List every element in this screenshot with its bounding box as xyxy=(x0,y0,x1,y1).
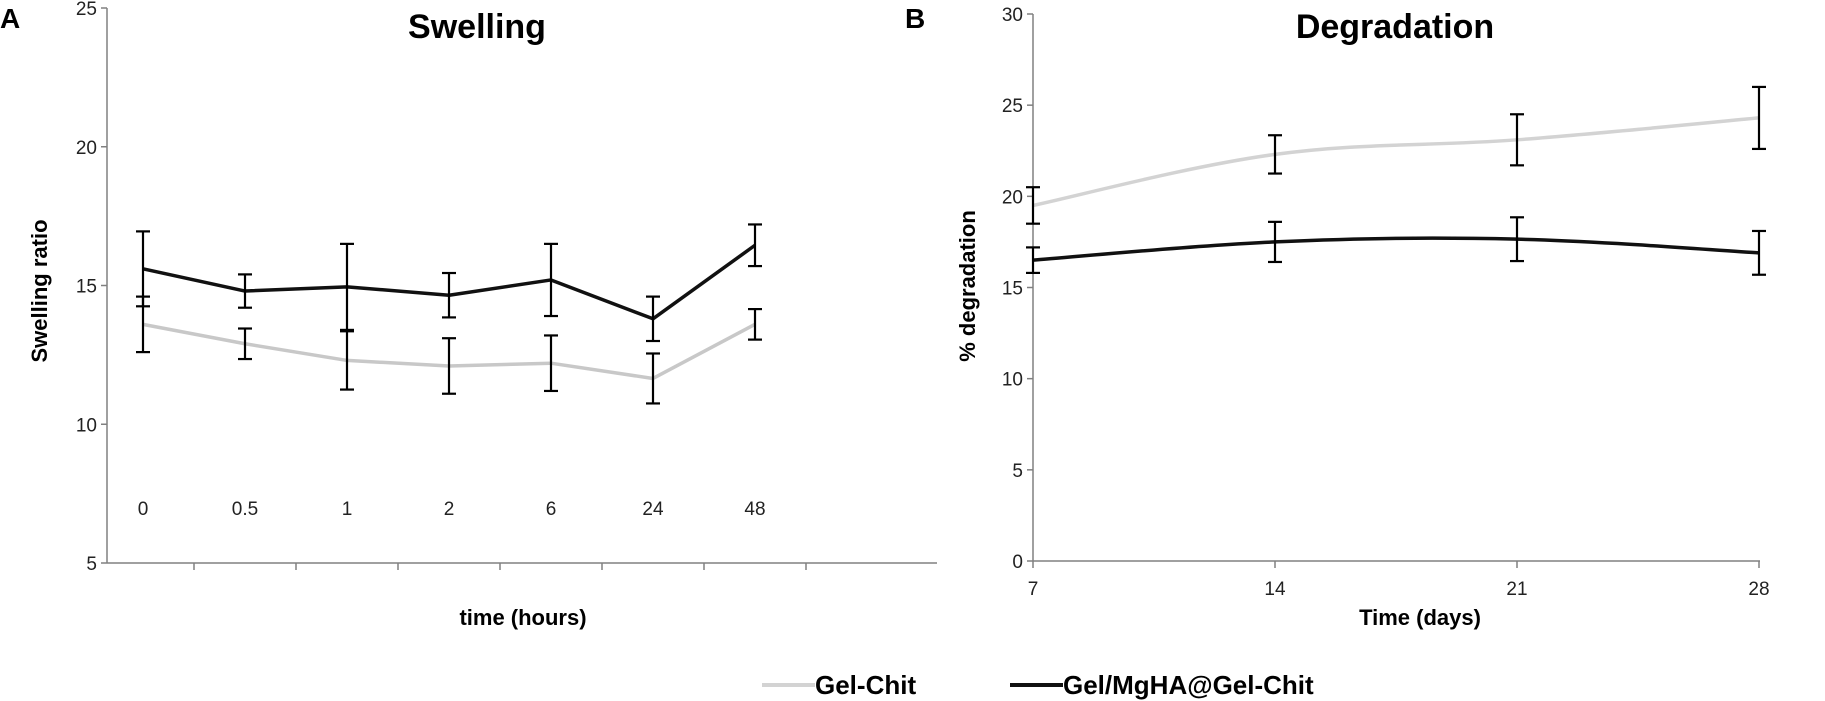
swelling-y-tick-label: 20 xyxy=(76,138,97,159)
swelling-series-gel-mgha-gel-chit xyxy=(136,223,762,343)
degradation-x-tick-label: 14 xyxy=(1264,579,1286,600)
swelling-chart-title: Swelling xyxy=(408,8,546,46)
degradation-y-tick-label: 15 xyxy=(1002,279,1023,300)
degradation-series-gel-chit-line xyxy=(1032,116,1760,208)
legend-label-gel-mgha-gel-chit: Gel/MgHA@Gel-Chit xyxy=(1063,670,1314,700)
swelling-x-axis-title: time (hours) xyxy=(459,605,586,630)
swelling-series-gel-mgha-gel-chit-error-bar xyxy=(544,242,558,318)
degradation-y-ticks: 0 5 10 15 20 25 30 xyxy=(1002,5,1033,573)
swelling-series-gel-chit-error-bar xyxy=(544,334,558,393)
degradation-series-gel-mgha-gel-chit-error-bar xyxy=(1510,216,1524,263)
panel-label-b: B xyxy=(905,3,925,34)
degradation-x-tick-label: 7 xyxy=(1028,579,1039,600)
degradation-x-axis-title: Time (days) xyxy=(1359,605,1481,630)
degradation-series-gel-chit-error-bar xyxy=(1752,85,1766,151)
degradation-series-gel-chit-error-bar xyxy=(1026,186,1040,225)
degradation-y-axis-title: % degradation xyxy=(955,210,980,362)
swelling-y-axis-title: Swelling ratio xyxy=(27,219,52,362)
degradation-y-tick-label: 25 xyxy=(1002,96,1023,117)
degradation-series-gel-mgha-gel-chit-line xyxy=(1032,236,1760,262)
swelling-y-ticks: 5 10 15 20 25 xyxy=(76,0,107,575)
swelling-x-tick-label: 0.5 xyxy=(232,499,258,520)
panel-label-a: A xyxy=(0,3,20,34)
swelling-series-gel-chit-error-bar xyxy=(442,337,456,395)
legend-label-gel-chit: Gel-Chit xyxy=(815,670,916,700)
degradation-x-tick-label: 21 xyxy=(1506,579,1527,600)
swelling-y-tick-label: 10 xyxy=(76,415,97,436)
swelling-x-tick-label: 2 xyxy=(444,499,455,520)
degradation-chart: B Degradation % degradation Time (days) … xyxy=(905,3,1770,630)
swelling-series-gel-chit-error-bar xyxy=(238,327,252,361)
degradation-y-tick-label: 10 xyxy=(1002,370,1023,391)
legend: Gel-Chit Gel/MgHA@Gel-Chit xyxy=(762,670,1314,700)
degradation-y-tick-label: 20 xyxy=(1002,187,1023,208)
swelling-series-gel-mgha-gel-chit-error-bar xyxy=(442,271,456,319)
swelling-series-gel-mgha-gel-chit-error-bar xyxy=(136,230,150,308)
degradation-series-gel-chit xyxy=(1026,85,1766,225)
swelling-series-gel-mgha-gel-chit-error-bar xyxy=(748,223,762,268)
swelling-y-tick-label: 25 xyxy=(76,0,97,20)
swelling-series-gel-chit-error-bar xyxy=(748,307,762,341)
swelling-x-ticks: 0 0.5 1 2 6 24 48 xyxy=(138,499,807,570)
swelling-x-tick-label: 0 xyxy=(138,499,149,520)
degradation-series-gel-mgha-gel-chit-error-bar xyxy=(1752,229,1766,276)
swelling-x-tick-label: 24 xyxy=(642,499,664,520)
degradation-series-gel-chit-error-bar xyxy=(1268,134,1282,175)
swelling-series-gel-mgha-gel-chit-error-bar xyxy=(646,295,660,343)
swelling-series-gel-chit xyxy=(136,295,762,405)
degradation-y-tick-label: 0 xyxy=(1012,552,1023,573)
swelling-x-tick-label: 1 xyxy=(342,499,353,520)
swelling-series-gel-chit-error-bar xyxy=(340,330,354,391)
swelling-chart: A Swelling Swelling ratio time (hours) 5… xyxy=(0,0,937,630)
swelling-series-gel-mgha-gel-chit-error-bar xyxy=(340,242,354,331)
swelling-y-tick-label: 15 xyxy=(76,277,97,298)
swelling-x-tick-label: 48 xyxy=(744,499,765,520)
degradation-y-tick-label: 30 xyxy=(1002,5,1023,26)
degradation-series-gel-mgha-gel-chit xyxy=(1026,216,1766,276)
swelling-series-gel-chit-error-bar xyxy=(646,352,660,405)
degradation-series-gel-mgha-gel-chit-error-bar xyxy=(1026,246,1040,275)
swelling-series-gel-mgha-gel-chit-error-bar xyxy=(238,273,252,309)
swelling-series xyxy=(136,223,762,405)
swelling-y-tick-label: 5 xyxy=(86,554,97,575)
degradation-chart-title: Degradation xyxy=(1296,8,1494,46)
degradation-series xyxy=(1026,85,1766,276)
swelling-x-tick-label: 6 xyxy=(546,499,557,520)
degradation-x-tick-label: 28 xyxy=(1748,579,1769,600)
degradation-y-tick-label: 5 xyxy=(1012,461,1023,482)
degradation-x-ticks: 7 14 21 28 xyxy=(1028,561,1770,600)
degradation-series-gel-chit-error-bar xyxy=(1510,113,1524,167)
degradation-series-gel-mgha-gel-chit-error-bar xyxy=(1268,220,1282,264)
